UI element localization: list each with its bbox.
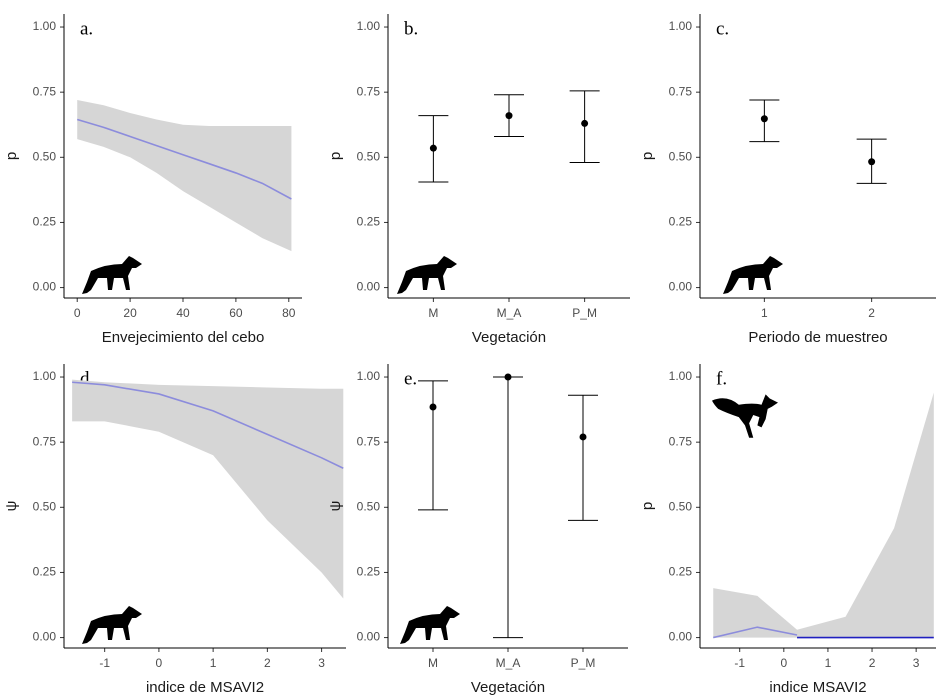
point [868,158,876,166]
y-tick-label: 0.50 [357,149,381,163]
panel-label: e. [404,368,417,389]
y-tick-label: 0.25 [357,215,381,229]
y-tick-label: 0.25 [33,565,57,579]
x-tick-label: 3 [318,656,325,670]
panel-label: b. [404,18,418,39]
y-tick-label: 0.00 [357,630,381,644]
x-tick-label: 3 [913,656,920,670]
y-tick-label: 0.50 [33,499,57,513]
x-tick-label: M [428,306,438,320]
y-axis-title: p [327,152,344,160]
trend-line [72,381,344,469]
y-axis-title: p [639,502,656,510]
y-tick-label: 0.75 [357,84,381,98]
point [579,433,587,441]
y-axis-title: p [3,152,20,160]
x-tick-label: 1 [761,306,768,320]
point [429,144,437,152]
x-tick-label: M [428,656,438,670]
x-tick-label: 0 [74,306,81,320]
x-tick-label: -1 [734,656,745,670]
y-tick-label: 0.75 [33,434,57,448]
x-axis-title: Envejecimiento del cebo [102,329,265,346]
y-tick-label: 0.75 [357,434,381,448]
x-axis-title: Vegetación [472,329,546,346]
point [760,115,768,123]
point [505,112,513,120]
point [581,119,589,127]
x-axis-title: Vegetación [471,679,545,695]
y-tick-label: 0.50 [669,499,693,513]
y-tick-label: 0.50 [33,149,57,163]
x-tick-label: M_A [496,656,521,670]
confidence-band [72,379,344,599]
x-tick-label: 2 [869,656,876,670]
y-tick-label: 0.75 [33,84,57,98]
x-tick-label: 1 [210,656,217,670]
y-tick-label: 0.75 [669,84,693,98]
x-tick-label: 0 [780,656,787,670]
wolf-icon [82,606,142,644]
y-tick-label: 0.25 [669,565,693,579]
y-tick-label: 1.00 [33,369,57,383]
x-tick-label: 60 [229,306,243,320]
y-tick-label: 0.25 [33,215,57,229]
y-tick-label: 0.00 [357,280,381,294]
x-axis-title: indice MSAVI2 [769,679,866,695]
confidence-band [713,392,934,638]
y-tick-label: 0.50 [669,149,693,163]
x-tick-label: 1 [825,656,832,670]
x-tick-label: 0 [156,656,163,670]
wolf-icon [723,256,783,294]
wolf-icon [397,256,457,294]
x-tick-label: M_A [497,306,522,320]
x-tick-label: 2 [264,656,271,670]
y-tick-label: 1.00 [357,369,381,383]
y-tick-label: 0.25 [669,215,693,229]
x-axis-title: indice de MSAVI2 [146,679,264,695]
x-tick-label: 20 [123,306,137,320]
confidence-band [77,99,292,252]
x-tick-label: -1 [99,656,110,670]
fox-icon [712,394,778,438]
panel-label: f. [716,368,727,389]
y-tick-label: 0.00 [669,280,693,294]
y-tick-label: 0.25 [357,565,381,579]
y-axis-title: ψ [3,501,20,512]
x-tick-label: P_M [572,306,597,320]
y-tick-label: 0.50 [357,499,381,513]
y-tick-label: 0.75 [669,434,693,448]
x-axis-title: Periodo de muestreo [748,329,887,346]
x-tick-label: 2 [868,306,875,320]
wolf-icon [400,606,460,644]
panel-label: c. [716,18,729,39]
x-tick-label: 40 [176,306,190,320]
point [429,403,437,411]
y-tick-label: 1.00 [33,19,57,33]
y-axis-title: p [639,152,656,160]
wolf-icon [82,256,142,294]
x-tick-label: P_M [571,656,596,670]
y-tick-label: 0.00 [33,630,57,644]
x-tick-label: 80 [282,306,296,320]
trend-line [713,626,798,639]
y-tick-label: 1.00 [669,369,693,383]
trend-line [76,118,292,200]
y-tick-label: 0.00 [33,280,57,294]
point [504,373,512,381]
panel-label: a. [80,18,93,39]
y-tick-label: 1.00 [357,19,381,33]
y-tick-label: 1.00 [669,19,693,33]
y-tick-label: 0.00 [669,630,693,644]
y-axis-title: ψ [327,501,344,512]
